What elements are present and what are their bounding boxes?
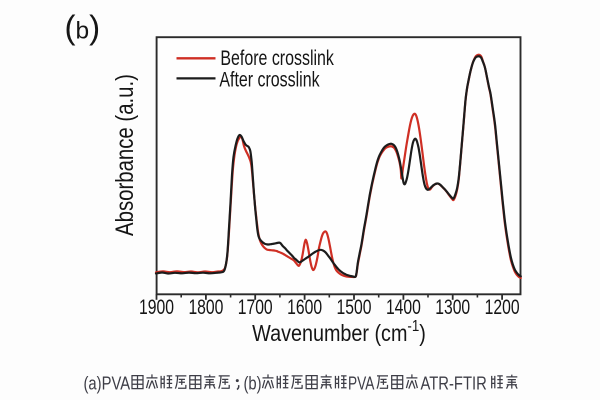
svg-text:1500: 1500 — [337, 295, 372, 319]
svg-text:PVA: PVA — [348, 373, 374, 393]
svg-text:1900: 1900 — [139, 295, 174, 319]
svg-text:1800: 1800 — [188, 295, 223, 319]
svg-text:After crosslink: After crosslink — [219, 67, 320, 91]
svg-text:1400: 1400 — [386, 295, 421, 319]
svg-text:Absorbance (a.u.): Absorbance (a.u.) — [110, 74, 139, 236]
svg-text:(a)PVA: (a)PVA — [84, 373, 131, 394]
svg-text:Wavenumber (cm-1): Wavenumber (cm-1) — [252, 318, 426, 346]
svg-text:1600: 1600 — [287, 295, 322, 319]
svg-text:ATR-FTIR: ATR-FTIR — [421, 373, 487, 394]
svg-text:1300: 1300 — [435, 295, 470, 319]
svg-text:1700: 1700 — [238, 295, 273, 319]
svg-text:(b): (b) — [244, 373, 262, 394]
svg-text:1200: 1200 — [485, 295, 520, 319]
svg-text:Before crosslink: Before crosslink — [220, 46, 334, 70]
